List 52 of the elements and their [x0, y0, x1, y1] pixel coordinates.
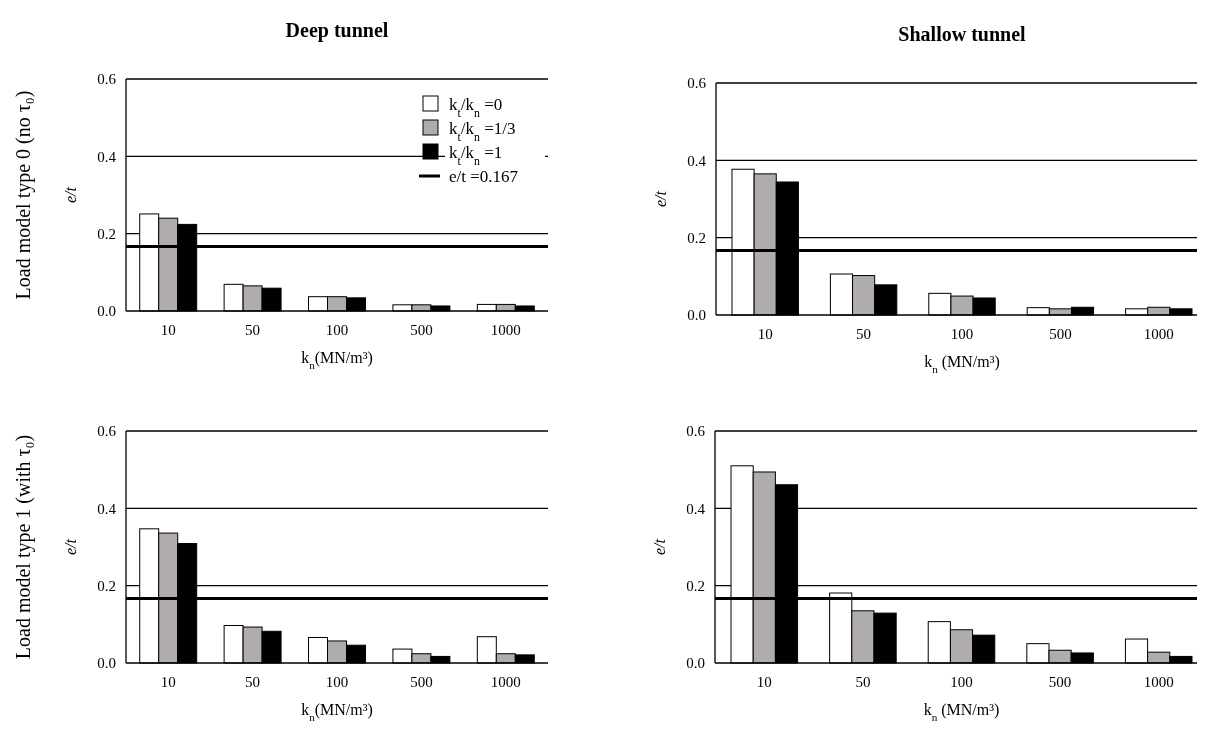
- x-axis-title: k$_{n}$(MN/m³): [301, 349, 373, 371]
- x-tick-label: 10: [757, 326, 773, 342]
- y-tick-label: 0.6: [686, 423, 706, 440]
- legend-label: k$_{t}$/k$_{n}$ =0: [449, 94, 503, 120]
- y-tick-label: 0.6: [97, 423, 117, 440]
- x-tick-label: 50: [245, 674, 261, 690]
- y-tick-label: 0.6: [97, 71, 117, 88]
- x-tick-label: 100: [950, 674, 973, 690]
- legend-label: k$_{t}$/k$_{n}$ =1: [449, 142, 503, 168]
- x-tick-label: 10: [160, 674, 176, 690]
- x-tick-label: 500: [1048, 674, 1072, 690]
- y-tick-label: 0.2: [686, 577, 705, 594]
- chart-title: Shallow tunnel: [898, 23, 1027, 45]
- x-tick-label: 50: [855, 674, 871, 690]
- y-tick-label: 0.2: [97, 225, 116, 242]
- y-tick-label: 0.4: [97, 500, 117, 517]
- x-tick-label: 10: [756, 674, 772, 690]
- y-tick-label: 0.0: [687, 307, 706, 324]
- x-tick-label: 500: [410, 674, 433, 690]
- y-axis-title: e/t: [651, 538, 668, 555]
- y-axis-title: e/t: [62, 186, 79, 203]
- y-tick-label: 0.2: [97, 577, 116, 594]
- text: Load model type 0 (no τ₀): [12, 90, 35, 300]
- y-tick-label: 0.0: [97, 655, 116, 672]
- x-tick-label: 500: [410, 322, 433, 338]
- chart-title: Deep tunnel: [285, 19, 389, 42]
- y-tick-label: 0.6: [687, 75, 707, 92]
- y-tick-label: 0.4: [687, 152, 707, 169]
- legend-label: k$_{t}$/k$_{n}$ =1/3: [449, 118, 516, 144]
- x-tick-label: 1000: [1143, 326, 1174, 342]
- x-tick-label: 100: [325, 322, 349, 338]
- y-tick-label: 0.0: [97, 303, 116, 320]
- x-tick-label: 50: [856, 326, 872, 342]
- y-axis-title: e/t: [652, 190, 669, 207]
- x-axis-title: k$_{n}$(MN/m³): [301, 701, 373, 723]
- text: Load model type 1 (with τ₀): [12, 434, 35, 660]
- x-tick-label: 1000: [490, 322, 521, 338]
- x-tick-label: 500: [1049, 326, 1072, 342]
- x-tick-label: 1000: [490, 674, 521, 690]
- y-axis-title: e/t: [62, 538, 79, 555]
- x-tick-label: 1000: [1143, 674, 1174, 690]
- y-tick-label: 0.2: [687, 229, 706, 246]
- x-tick-label: 100: [950, 326, 974, 342]
- y-tick-label: 0.0: [686, 655, 705, 672]
- legend-label: e/t =0.167: [449, 166, 519, 186]
- x-tick-label: 10: [160, 322, 176, 338]
- y-tick-label: 0.4: [97, 148, 117, 165]
- y-tick-label: 0.4: [686, 500, 706, 517]
- x-tick-label: 100: [325, 674, 349, 690]
- x-axis-title: k$_{n}$ (MN/m³): [924, 353, 1000, 375]
- x-axis-title: k$_{n}$ (MN/m³): [923, 701, 1000, 723]
- x-tick-label: 50: [245, 322, 261, 338]
